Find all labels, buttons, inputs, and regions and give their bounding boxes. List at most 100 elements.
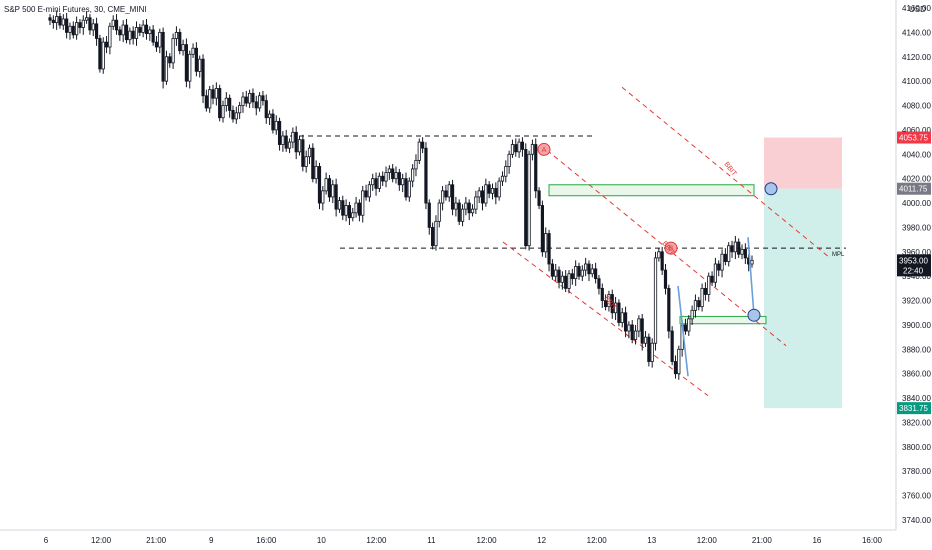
candle-body [457,202,461,222]
candle-body [633,330,638,340]
candle-body [61,18,65,26]
candle-body [660,251,664,271]
candle-body [590,268,594,275]
candle-body [657,251,661,259]
projection-line-lower [677,285,689,377]
take-profit-zone[interactable] [764,188,842,409]
candle-body [723,253,727,262]
candle-body [144,24,149,34]
candle-body [384,172,388,182]
candle-body [564,275,568,289]
currency-label: USD [909,5,926,14]
price-tick-label: 4120.00 [902,53,931,62]
price-tick-label: 3740.00 [902,516,931,525]
marker-b[interactable] [664,241,678,255]
candle-body [434,220,438,247]
candle-body [550,263,554,277]
candle-body [361,190,365,216]
candle-body [464,202,468,210]
candle-body [261,95,265,102]
time-tick-label: 21:00 [146,536,167,545]
candle-body [460,208,465,222]
time-tick-label: 16:00 [862,536,883,545]
candle-body [314,166,318,180]
candle-body [84,17,89,21]
candle-body [291,131,295,143]
candle-body [643,336,648,344]
candle-body [264,100,268,119]
candle-body [81,19,85,28]
candle-body [307,147,312,158]
price-tick-label: 3980.00 [902,223,931,232]
candle-body [693,300,698,311]
stop-price-tag[interactable]: 4053.75 [897,131,931,144]
chart-title: S&P 500 E-mini Futures, 30, CME_MINI [4,5,147,14]
target-price-tag[interactable]: 3831.75 [897,402,931,415]
candle-body [540,205,544,253]
candle-body [357,202,362,216]
candle-body [114,19,119,31]
candle-body [51,19,55,24]
candle-body [327,178,332,198]
candle-body [131,30,135,39]
candle-body [607,294,611,308]
target-price-value: 3831.75 [899,404,928,413]
candle-body [740,248,744,255]
candle-body [178,31,182,52]
candle-body [204,95,208,109]
mpl-label: MPL [832,252,845,258]
candle-body [364,190,368,198]
time-tick-label: 9 [209,536,214,545]
stop-loss-zone[interactable] [764,137,842,189]
candle-body [414,159,418,170]
candle-body [164,56,169,82]
candle-body [683,324,688,332]
candle-body [670,330,674,362]
candle-body [387,168,391,173]
candle-body [334,184,338,210]
current-price-tag[interactable]: 3953.00 22:40 [897,254,931,277]
price-tick-label: 3760.00 [902,492,931,501]
price-tick-label: 3960.00 [902,248,931,257]
entry-price-tag[interactable]: 4011.75 [897,182,931,195]
candle-countdown: 22:40 [903,266,924,275]
candle-body [494,188,498,198]
candle-body [194,47,198,72]
candle-body [321,190,325,204]
candle-body [138,27,142,33]
descending-channel[interactable] [502,86,831,397]
order-block [679,315,767,325]
candle-body [297,139,302,153]
marker-a[interactable] [537,142,551,156]
price-tick-label: 4100.00 [902,77,931,86]
candle-body [377,175,381,189]
candle-body [214,88,218,99]
candle-body [600,287,604,301]
order-block [548,184,755,197]
time-tick-label: 13 [647,536,656,545]
candle-body [191,47,195,55]
candle-body [248,92,252,104]
candle-body [707,275,711,295]
entry-marker[interactable] [764,182,778,196]
candle-body [151,29,155,43]
price-tick-label: 4040.00 [902,150,931,159]
candle-body [331,184,335,198]
candle-body [401,178,405,186]
candle-body [304,156,308,167]
candle-body [71,25,75,36]
candle-body [574,266,578,280]
target-marker[interactable] [747,308,761,322]
candle-body [530,144,535,155]
price-tick-label: 4160.00 [902,4,931,13]
time-tick-label: 12:00 [697,536,718,545]
time-axis[interactable] [0,530,932,550]
order-blocks [548,184,767,325]
candle-body [241,96,245,106]
plot-area[interactable] [0,0,896,530]
candle-body [620,312,624,323]
candle-body [730,245,734,253]
candle-body [218,88,222,119]
candle-body [171,38,175,64]
